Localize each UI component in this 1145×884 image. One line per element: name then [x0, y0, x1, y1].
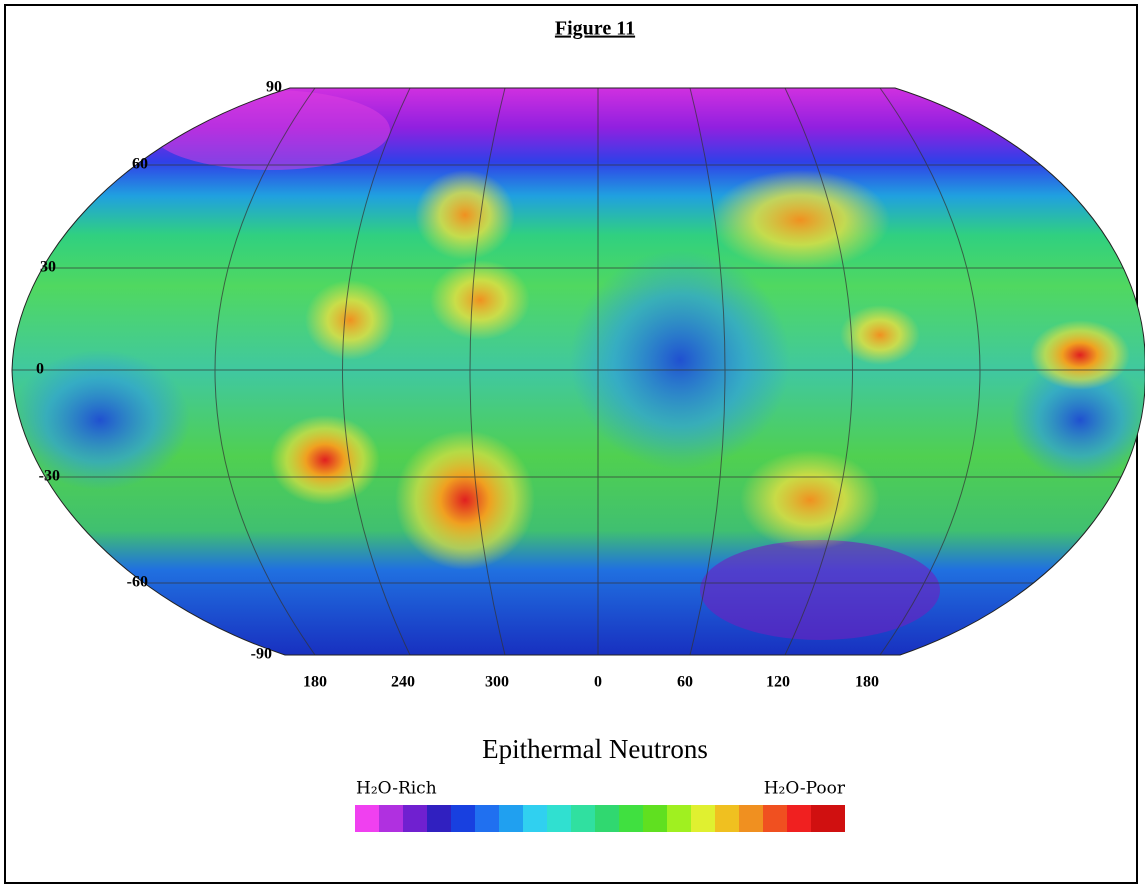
color-bar	[355, 805, 845, 832]
longitude-label: 300	[485, 674, 509, 691]
longitude-label: 0	[594, 674, 602, 691]
longitude-label: 180	[303, 674, 327, 691]
legend-high-label: H₂O-Poor	[764, 779, 846, 799]
page: {"figure_label": "Figure 11", "map": {"l…	[0, 0, 1145, 870]
figure: Figure 11 90 60 30 0 -30	[0, 0, 1145, 870]
latitude-label: 90	[266, 79, 282, 96]
map-title: Epithermal Neutrons	[482, 734, 708, 764]
neutron-map	[0, 80, 1145, 660]
longitude-label: 240	[391, 674, 415, 691]
longitude-label: 60	[677, 674, 693, 691]
longitude-label: 180	[855, 674, 879, 691]
latitude-label: 0	[36, 361, 44, 378]
figure-label: Figure 11	[555, 18, 635, 40]
longitude-label: 120	[766, 674, 790, 691]
latitude-label: -60	[127, 574, 148, 591]
latitude-label: 60	[132, 156, 148, 173]
latitude-label: -30	[39, 468, 60, 485]
legend-low-label: H₂O-Rich	[356, 779, 437, 799]
latitude-label: 30	[40, 259, 56, 276]
latitude-label: -90	[251, 646, 272, 663]
